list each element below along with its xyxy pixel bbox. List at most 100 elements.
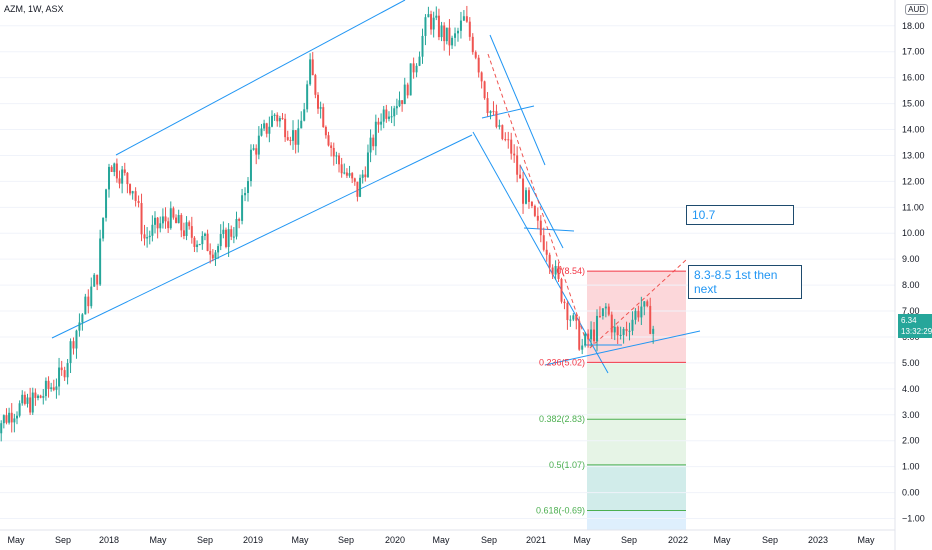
candle-body (255, 148, 258, 155)
candle-body (72, 341, 75, 349)
candle-body (530, 201, 533, 206)
fib-label-3: 0.5(1.07) (549, 460, 585, 470)
candle-body (206, 233, 209, 251)
candle-body (554, 266, 557, 275)
candle-body (607, 306, 610, 315)
currency-badge[interactable]: AUD (905, 4, 928, 15)
candle-body (126, 172, 129, 185)
candle-body (137, 200, 140, 204)
candle-body (278, 118, 281, 122)
candle-body (348, 173, 351, 176)
candle-body (327, 135, 330, 146)
candle-body (330, 145, 333, 148)
candle-body (510, 139, 513, 154)
candle-body (560, 278, 563, 302)
candle-body (525, 190, 528, 204)
candle-body (180, 215, 183, 231)
time-tick-label: 2018 (99, 535, 119, 545)
candle-body (188, 222, 191, 227)
candle-body (421, 35, 424, 57)
candle-body (338, 155, 341, 165)
candle-body (78, 322, 81, 331)
price-tick-label: 12.00 (902, 176, 925, 186)
annotation-target-near[interactable]: 8.3-8.5 1st then next (688, 265, 802, 299)
time-tick-label: Sep (621, 535, 637, 545)
candle-body (459, 20, 462, 31)
candle-body (527, 190, 530, 202)
time-tick-label: Sep (55, 535, 71, 545)
candle-body (489, 111, 492, 114)
candle-body (340, 164, 343, 174)
price-tick-label: 5.00 (902, 358, 920, 368)
candle-body (382, 109, 385, 122)
candle-body (369, 137, 372, 153)
candle-body (533, 205, 536, 216)
candle-body (385, 109, 388, 119)
candle-body (566, 303, 569, 321)
dashed-path-up (589, 259, 687, 349)
candle-body (495, 111, 498, 127)
candle-body (628, 330, 631, 332)
candle-body (456, 30, 459, 34)
price-tick-label: 4.00 (902, 384, 920, 394)
candle-body (572, 315, 575, 320)
candle-body (409, 63, 412, 96)
candle-body (590, 329, 593, 340)
candle-body (172, 208, 175, 218)
fib-label-1: 0.236(5.02) (539, 357, 585, 367)
candle-body (169, 208, 172, 229)
candle-body (37, 395, 40, 398)
candle-body (303, 109, 306, 121)
time-tick-label: 2019 (243, 535, 263, 545)
candle-body (542, 235, 545, 250)
fib-zone-green (587, 362, 686, 465)
candle-body (435, 15, 438, 18)
candle-body (332, 147, 335, 157)
candle-body (23, 394, 26, 404)
candle-body (297, 128, 300, 145)
candle-body (148, 235, 151, 238)
candle-body (569, 319, 572, 321)
time-tick-label: Sep (762, 535, 778, 545)
candle-body (364, 174, 367, 178)
candle-body (182, 230, 185, 237)
fib-retracement-zones (587, 271, 686, 530)
candle-body (105, 189, 108, 218)
candle-body (81, 314, 84, 323)
price-tick-label: 0.00 (902, 488, 920, 498)
candle-body (451, 37, 454, 46)
candle-body (34, 392, 37, 398)
price-tick-label: 11.00 (902, 202, 924, 212)
candle-body (222, 229, 225, 235)
candle-body (616, 326, 619, 336)
candle-body (504, 138, 507, 140)
candle-body (263, 123, 266, 129)
price-tick-label: 9.00 (902, 254, 920, 264)
time-tick-label: May (149, 535, 167, 545)
annotation-target-near-line1: 8.3-8.5 1st then (694, 268, 778, 282)
candle-body (309, 59, 312, 85)
candle-body (507, 139, 510, 141)
dashed-path-down (487, 53, 586, 339)
candle-body (492, 111, 495, 113)
time-tick-label: May (7, 535, 25, 545)
candle-body (60, 367, 63, 371)
time-tick-label: 2023 (808, 535, 828, 545)
candle-body (563, 301, 566, 304)
candle-body (5, 415, 8, 423)
candle-body (39, 395, 42, 398)
price-tick-label: 17.00 (902, 47, 925, 57)
candle-body (345, 172, 348, 176)
time-tick-label: 2021 (526, 535, 546, 545)
candle-body (93, 274, 96, 287)
candle-body (232, 236, 235, 238)
candle-body (516, 155, 519, 175)
annotation-target-far[interactable]: 10.7 (686, 205, 794, 225)
candle-body (201, 235, 204, 245)
candle-body (90, 286, 93, 307)
candle-body (26, 397, 29, 404)
trendline-6 (523, 227, 575, 232)
candle-body (10, 412, 13, 423)
candle-body (637, 310, 640, 318)
